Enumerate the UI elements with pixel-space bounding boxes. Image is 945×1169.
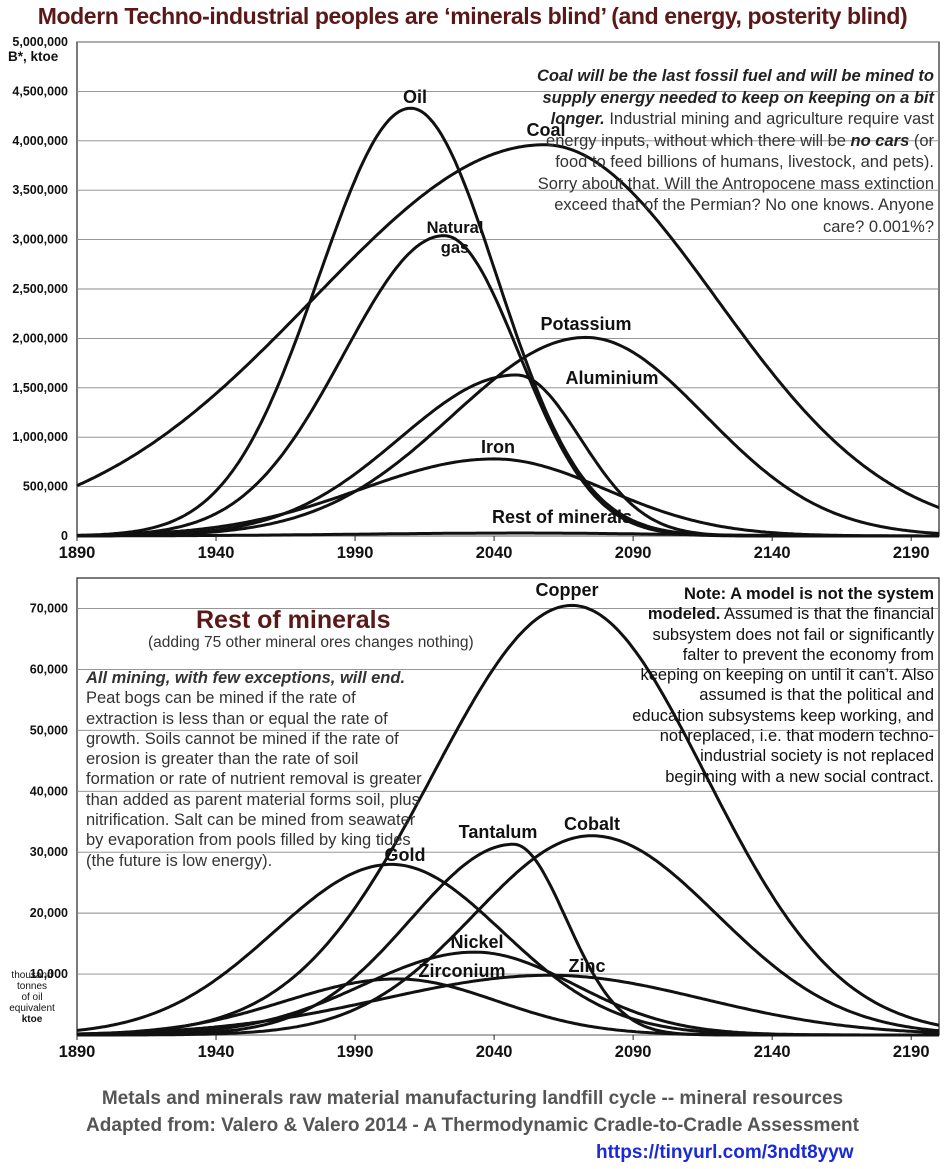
- series-line-tantalum: [77, 842, 939, 1037]
- ktoe-label-line: ktoe: [21, 1014, 43, 1025]
- series-label: Aluminium: [566, 368, 659, 388]
- model-note: Note: A model is not the system modeled.…: [628, 584, 934, 787]
- top-plot: 0 500,000 1,000,000 1,500,000 2,000,000 2,500…: [8, 35, 940, 562]
- series-line-zirconium: [76, 977, 939, 1037]
- y-tick-label: 30,000: [30, 845, 68, 859]
- x-tick-label: 2140: [754, 1043, 791, 1061]
- series-line-zinc: [77, 973, 940, 1036]
- y-tick-label: 0: [61, 529, 68, 543]
- series-label: Iron: [481, 437, 515, 457]
- footer-line-2: Adapted from: Valero & Valero 2014 - A T…: [86, 1115, 859, 1136]
- series-label: Cobalt: [564, 814, 620, 834]
- ktoe-label-line: equivalent: [9, 1003, 55, 1014]
- x-tick-label: 2040: [476, 544, 513, 562]
- no-cars: no cars: [850, 131, 910, 150]
- x-tick-label: 1940: [198, 1043, 235, 1061]
- series-label: Tantalum: [459, 822, 538, 842]
- model-note-bold: Note: A model is not the system modeled.: [647, 585, 934, 624]
- series-line-coal: [76, 143, 940, 509]
- bottom-plot: 10,000 20,000 30,000 40,000 50,000 60,000 70,0…: [30, 577, 940, 1061]
- y-tick-label: 1,500,000: [12, 381, 68, 395]
- rest-of-minerals-title: Rest of minerals: [196, 606, 391, 634]
- coal-note-bold: Coal will be the last fossil fuel and wi…: [537, 67, 934, 128]
- y-tick-label: 40,000: [30, 784, 68, 798]
- series-label: Oil: [403, 87, 427, 107]
- y-tick-label: 20,000: [30, 906, 68, 920]
- y-tick-label: 1,000,000: [12, 430, 68, 444]
- series-line-iron: [77, 457, 939, 538]
- y-tick-label: 3,500,000: [12, 183, 68, 197]
- y-tick-label: 10,000: [30, 967, 68, 981]
- x-tick-label: 1890: [59, 1043, 96, 1061]
- x-tick-label: 2090: [615, 1043, 652, 1061]
- ktoe-label-line: tonnes: [16, 981, 48, 992]
- series-label: Nickel: [450, 932, 503, 952]
- ktoe-label-line: of oil: [21, 992, 43, 1003]
- series-line-gold: [76, 862, 939, 1037]
- x-tick-label: 2190: [893, 544, 930, 562]
- y-tick-label: 4,500,000: [12, 84, 68, 98]
- chart-title: Modern Techno-industrial peoples are ‘mi…: [37, 3, 908, 29]
- x-tick-label: 1890: [59, 544, 96, 562]
- rest-of-minerals-subtitle: (adding 75 other mineral ores changes no…: [148, 634, 474, 651]
- y-tick-label: 4,000,000: [12, 134, 68, 148]
- series-label: Natural: [427, 219, 484, 237]
- y-tick-label: 2,500,000: [12, 282, 68, 296]
- series-label: Potassium: [540, 314, 631, 334]
- coal-note-text-2: (or food to feed billions of humans, liv…: [537, 131, 934, 236]
- y-axis-label: B*, ktoe: [8, 49, 59, 64]
- x-tick-label: 1990: [337, 544, 374, 562]
- series-line-copper: [77, 603, 940, 1036]
- ktoe-axis-label: thousand tonnes of oil equivalent ktoe: [2, 970, 62, 1025]
- series-label: Coal: [526, 120, 565, 140]
- series-line-cobalt: [77, 834, 940, 1037]
- series-line-rest-of-minerals: [77, 531, 939, 538]
- x-tick-label: 2140: [754, 544, 791, 562]
- y-tick-label: 50,000: [30, 723, 68, 737]
- y-tick-label: 500,000: [23, 480, 68, 494]
- series-label: Zirconium: [418, 961, 505, 981]
- y-tick-label: 2,000,000: [12, 331, 68, 345]
- mining-note-bold: All mining, with few exceptions, will en…: [86, 669, 406, 687]
- model-note-text: Assumed is that the financial subsystem …: [632, 605, 934, 786]
- series-label: Gold: [385, 845, 426, 865]
- coal-note: Coal will be the last fossil fuel and wi…: [520, 66, 934, 238]
- mining-note-text: Peat bogs can be mined if the rate of ex…: [86, 689, 422, 870]
- y-tick-label: 3,000,000: [12, 233, 68, 247]
- mining-note: All mining, with few exceptions, will en…: [86, 668, 431, 871]
- series-label: gas: [441, 239, 469, 257]
- x-tick-label: 1940: [198, 544, 235, 562]
- series-line-potassium: [77, 335, 940, 538]
- x-tick-label: 1990: [337, 1043, 374, 1061]
- coal-note-text: Industrial mining and agriculture requir…: [546, 110, 934, 150]
- y-tick-label: 70,000: [30, 601, 68, 615]
- series-line-natural-gas: [77, 234, 939, 538]
- source-link[interactable]: https://tinyurl.com/3ndt8yyw: [596, 1142, 854, 1163]
- series-label: Zinc: [568, 956, 605, 976]
- y-tick-label: 60,000: [30, 662, 68, 676]
- series-label: Rest of minerals: [492, 507, 632, 527]
- x-tick-label: 2090: [615, 544, 652, 562]
- x-tick-label: 2190: [893, 1043, 930, 1061]
- y-tick-label: 5,000,000: [12, 35, 68, 49]
- x-tick-label: 2040: [476, 1043, 513, 1061]
- series-label: Copper: [536, 580, 599, 600]
- ktoe-label-line: thousand: [11, 970, 53, 981]
- footer-line-1: Metals and minerals raw material manufac…: [101, 1088, 844, 1109]
